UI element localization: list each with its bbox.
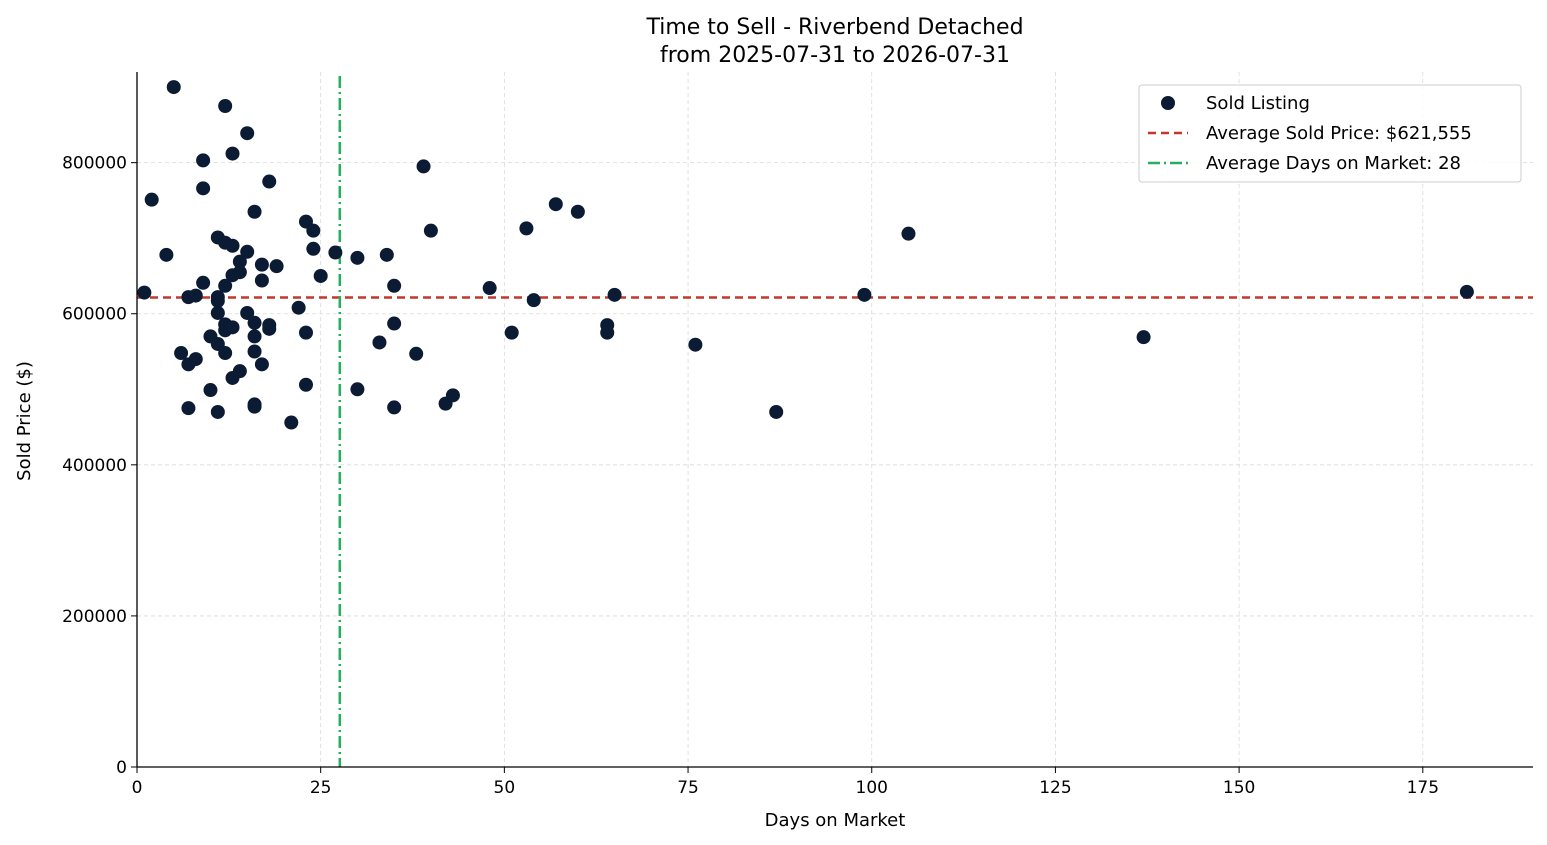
data-point [225,146,240,161]
legend-label-sold-listing: Sold Listing [1206,93,1310,114]
data-point [1459,284,1474,299]
y-tick-label: 800000 [62,154,127,174]
data-point [210,293,225,308]
y-tick-label: 0 [116,758,127,778]
data-point [240,305,255,320]
data-points [137,80,1474,430]
data-point [210,404,225,419]
data-point [445,388,460,403]
data-point [269,259,284,274]
axes [131,72,1533,773]
y-tick-label: 600000 [62,305,127,325]
x-tick-label: 0 [132,778,143,798]
x-tick-label: 150 [1223,778,1255,798]
data-point [218,278,233,293]
data-point [144,192,159,207]
data-point [1136,330,1151,345]
y-tick-label: 200000 [62,607,127,627]
data-point [240,244,255,259]
x-tick-label: 25 [310,778,332,798]
legend-marker-sold-listing [1161,96,1175,110]
data-point [218,98,233,113]
data-point [232,254,247,269]
data-point [519,221,534,236]
data-point [416,159,431,174]
legend-label-average-price: Average Sold Price: $621,555 [1206,123,1472,144]
data-point [232,265,247,280]
data-point [769,404,784,419]
data-point [247,204,262,219]
tick-labels: 0 25 50 75 100 125 150 175 0 200000 400000 600000 80… [62,154,1439,798]
data-point [306,241,321,256]
data-point [482,281,497,296]
data-point [174,346,189,361]
data-point [291,300,306,315]
chart-title: Time to Sell - Riverbend Detached [645,15,1023,40]
data-point [225,320,240,335]
data-point [196,181,211,196]
data-point [688,337,703,352]
data-point [570,204,585,219]
data-point [350,250,365,265]
x-axis-label: Days on Market [765,810,906,831]
y-tick-label: 400000 [62,456,127,476]
data-point [306,223,321,238]
data-point [372,335,387,350]
data-point [188,352,203,367]
x-tick-label: 75 [677,778,699,798]
data-point [254,357,269,372]
data-point [210,305,225,320]
data-point [526,293,541,308]
data-point [232,364,247,379]
data-point [313,268,328,283]
data-point [284,415,299,430]
data-point [254,257,269,272]
legend-label-average-days: Average Days on Market: 28 [1206,153,1461,174]
x-tick-label: 50 [494,778,516,798]
y-axis-label: Sold Price ($) [14,361,35,481]
data-point [423,223,438,238]
average-lines [137,76,1533,767]
x-tick-label: 175 [1407,778,1439,798]
data-point [387,400,402,415]
data-point [218,346,233,361]
data-point [247,344,262,359]
data-point [247,315,262,330]
data-point [196,153,211,168]
data-point [262,321,277,336]
legend: Sold Listing Average Sold Price: $621,55… [1138,84,1522,183]
data-point [379,247,394,262]
data-point [203,383,218,398]
data-point [137,285,152,300]
x-tick-label: 125 [1039,778,1071,798]
data-point [240,126,255,141]
data-point [387,316,402,331]
data-point [857,287,872,302]
data-point [607,287,622,302]
data-point [298,325,313,340]
x-tick-label: 100 [856,778,888,798]
data-point [548,197,563,212]
data-point [350,382,365,397]
data-point [166,80,181,95]
data-point [254,273,269,288]
data-point [188,288,203,303]
data-point [159,247,174,262]
data-point [409,346,424,361]
data-point [901,226,916,241]
data-point [247,399,262,414]
legend-box [1138,84,1522,183]
data-point [181,401,196,416]
data-point [387,278,402,293]
data-point [504,325,519,340]
data-point [196,275,211,290]
data-point [225,238,240,253]
data-point [262,174,277,189]
data-point [298,377,313,392]
data-point [247,329,262,344]
data-point [600,325,615,340]
chart-subtitle: from 2025-07-31 to 2026-07-31 [660,43,1010,68]
data-point [328,245,343,260]
